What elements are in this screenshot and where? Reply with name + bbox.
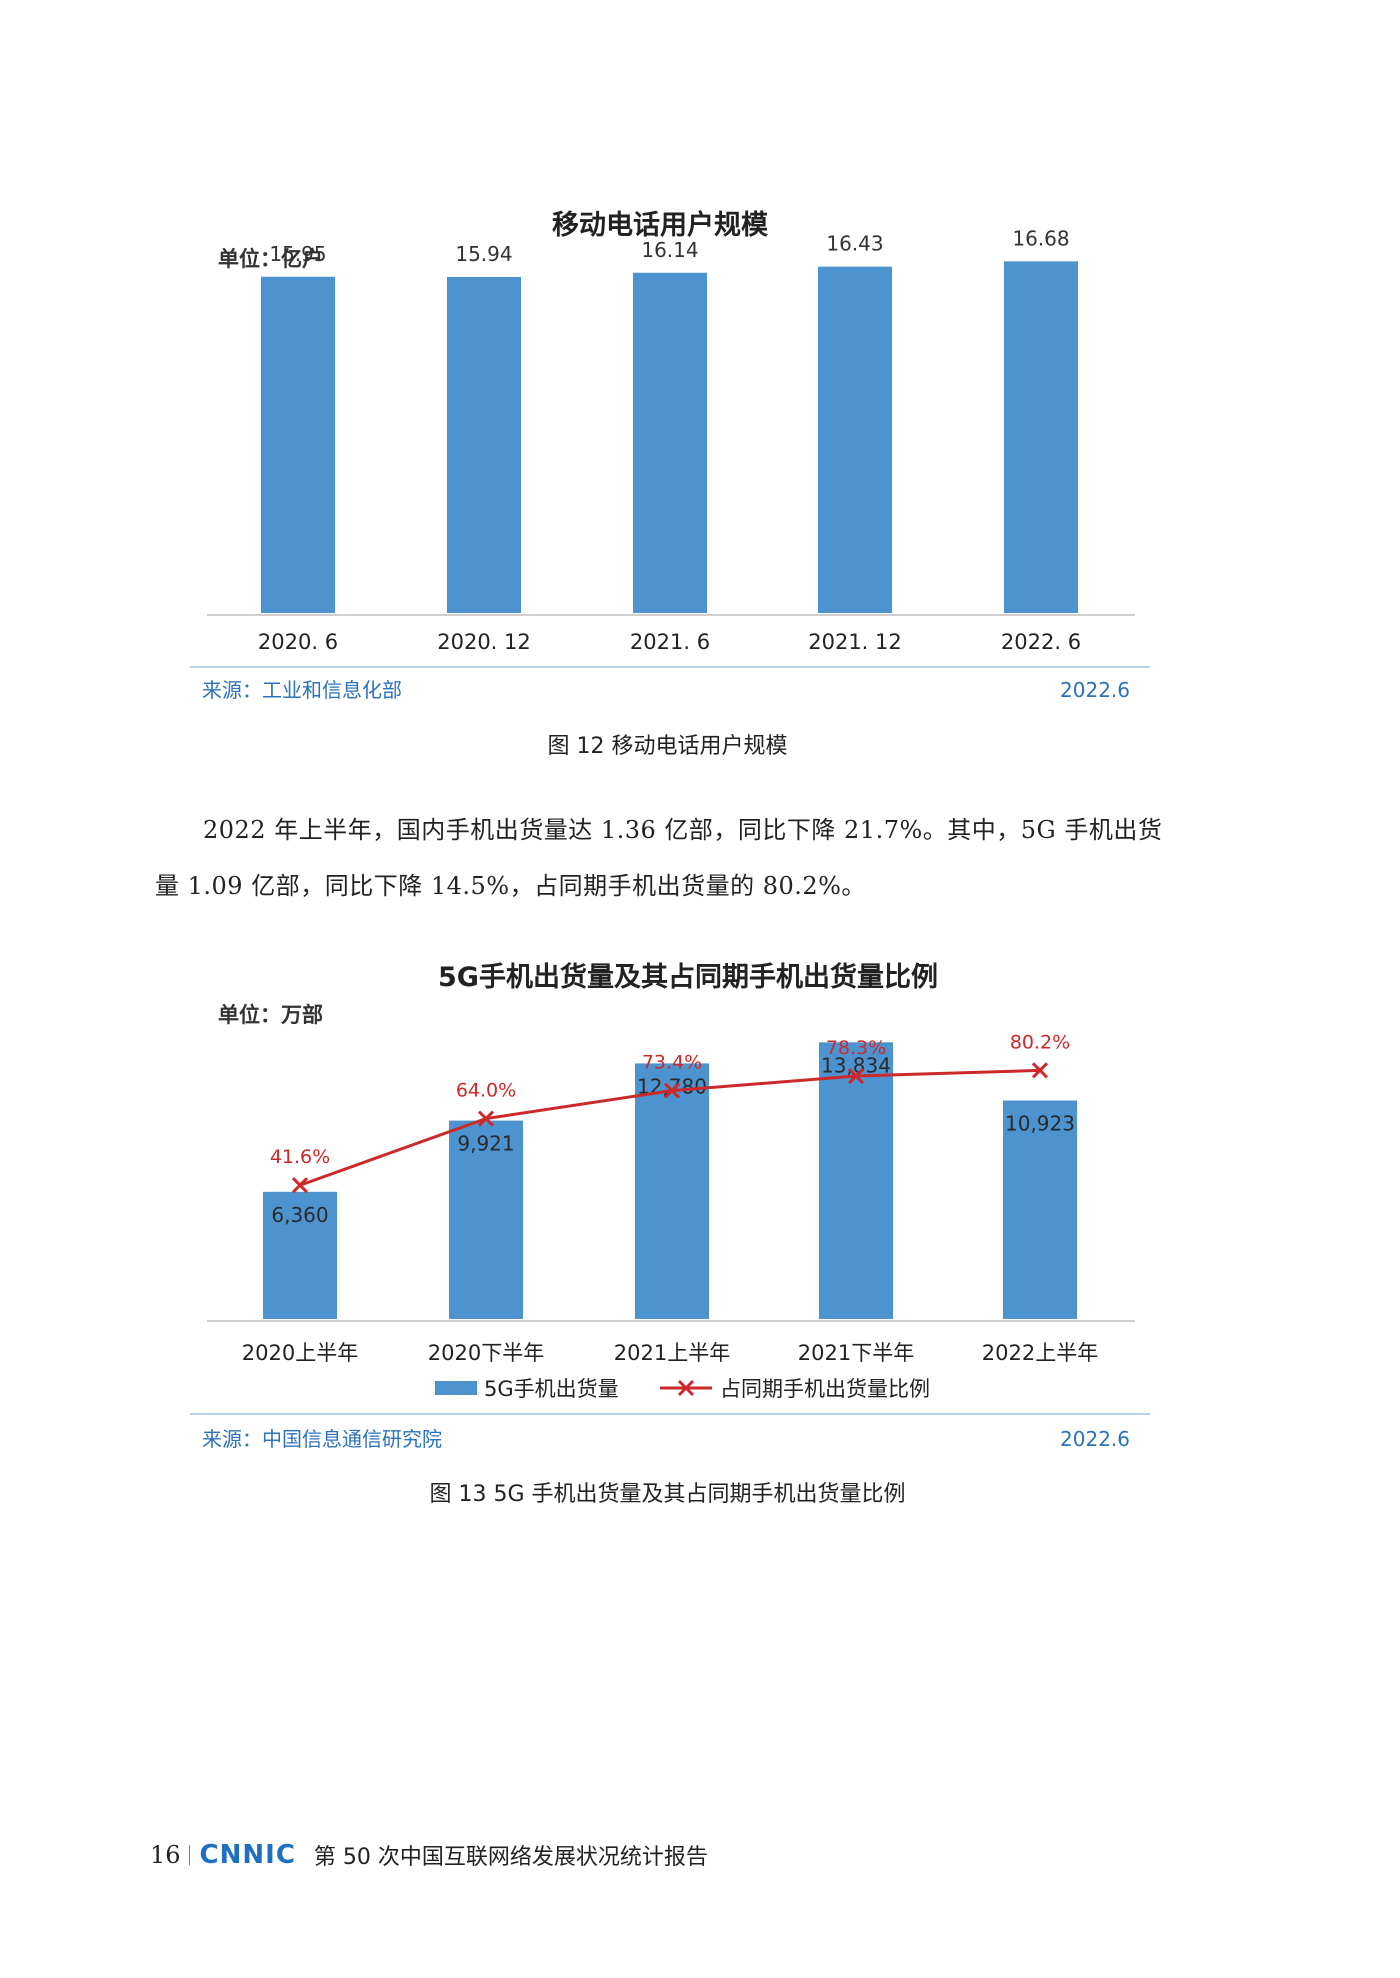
legend-label-line: 占同期手机出货量比例	[720, 1377, 930, 1401]
figure-caption-13: 图 13 5G 手机出货量及其占同期手机出货量比例	[429, 1482, 906, 1507]
source-label: 来源：中国信息通信研究院	[202, 1427, 442, 1451]
figure-caption-12: 图 12 移动电话用户规模	[547, 734, 788, 759]
x-tick-label: 2020. 6	[258, 630, 338, 654]
ratio-marker	[663, 1082, 681, 1099]
chart-title: 5G手机出货量及其占同期手机出货量比例	[438, 961, 938, 993]
bar-value-label: 15.94	[455, 242, 512, 266]
bar	[449, 1120, 523, 1319]
bar	[1004, 261, 1078, 613]
source-label: 来源：工业和信息化部	[202, 678, 402, 702]
x-tick-label: 2022上半年	[982, 1341, 1098, 1365]
bar	[1003, 1100, 1077, 1319]
x-tick-label: 2020下半年	[428, 1341, 544, 1365]
ratio-marker	[847, 1067, 865, 1085]
bar	[819, 1042, 893, 1319]
bar-group: 15.95 15.94 16.14 16.43 16.68	[261, 226, 1078, 613]
chart-5g-shipments: 5G手机出货量及其占同期手机出货量比例 单位：万部 6,3609,92112,7…	[190, 961, 1150, 1451]
bar-value-label: 10,923	[1005, 1112, 1075, 1136]
ratio-line-group: 41.6% 64.0% 73.4% 78.3% 80.2%	[270, 1031, 1070, 1194]
bar-value-label: 16.43	[826, 232, 883, 256]
x-tick-label: 2021. 6	[630, 630, 710, 654]
bar	[447, 276, 521, 613]
bar-value-label: 16.68	[1012, 226, 1069, 250]
bar	[263, 1191, 337, 1319]
ratio-marker	[291, 1177, 309, 1194]
ratio-marker	[1031, 1062, 1049, 1079]
x-tick-label: 2020上半年	[242, 1341, 358, 1365]
legend: 5G手机出货量 占同期手机出货量比例	[435, 1377, 930, 1401]
bar	[635, 1063, 709, 1319]
unit-label: 单位：亿户	[218, 247, 323, 271]
bar	[633, 272, 707, 613]
ratio-value-label: 80.2%	[1010, 1031, 1070, 1053]
page-number: 16	[150, 1841, 181, 1869]
x-tick-label: 2021. 12	[808, 630, 902, 654]
ratio-value-label: 78.3%	[826, 1037, 886, 1059]
x-tick-label: 2021上半年	[614, 1341, 730, 1365]
x-tick-group: 2020. 6 2020. 12 2021. 6 2021. 12 2022. 6	[258, 630, 1081, 654]
bar-value-label: 15.95	[269, 242, 326, 266]
chart-title: 移动电话用户规模	[552, 209, 768, 241]
ratio-value-label: 64.0%	[456, 1080, 516, 1102]
source-date: 2022.6	[1060, 1427, 1130, 1451]
x-tick-label: 2020. 12	[437, 630, 531, 654]
footer-separator	[188, 1845, 190, 1865]
unit-label: 单位：万部	[218, 1003, 323, 1027]
x-tick-label: 2022. 6	[1001, 630, 1081, 654]
ratio-value-label: 41.6%	[270, 1146, 330, 1168]
bar-value-label: 16.14	[641, 238, 698, 262]
bar-value-label: 13,834	[821, 1053, 891, 1077]
page-footer: 16 CNNIC 第 50 次中国互联网络发展状况统计报告	[150, 1838, 708, 1872]
body-paragraph: 2022 年上半年，国内手机出货量达 1.36 亿部，同比下降 21.7%。其中…	[155, 816, 1163, 900]
bar	[818, 266, 892, 613]
bar	[261, 276, 335, 613]
legend-marker	[677, 1379, 695, 1397]
ratio-value-label: 73.4%	[642, 1052, 702, 1074]
ratio-marker	[477, 1110, 495, 1127]
legend-label-bar: 5G手机出货量	[484, 1377, 619, 1401]
source-date: 2022.6	[1060, 678, 1130, 702]
report-title: 第 50 次中国互联网络发展状况统计报告	[313, 1845, 708, 1870]
cnnic-logo: CNNIC	[199, 1840, 296, 1870]
legend-swatch-bar	[435, 1381, 477, 1395]
chart-mobile-users: 移动电话用户规模 单位：亿户 15.95 15.94 16.14 16.43 16.68…	[190, 209, 1150, 702]
bar-value-label: 6,360	[271, 1203, 328, 1227]
bar-value-label: 9,921	[457, 1132, 514, 1156]
x-tick-group: 2020上半年 2020下半年 2021上半年 2021下半年 2022上半年	[242, 1341, 1098, 1365]
x-tick-label: 2021下半年	[798, 1341, 914, 1365]
